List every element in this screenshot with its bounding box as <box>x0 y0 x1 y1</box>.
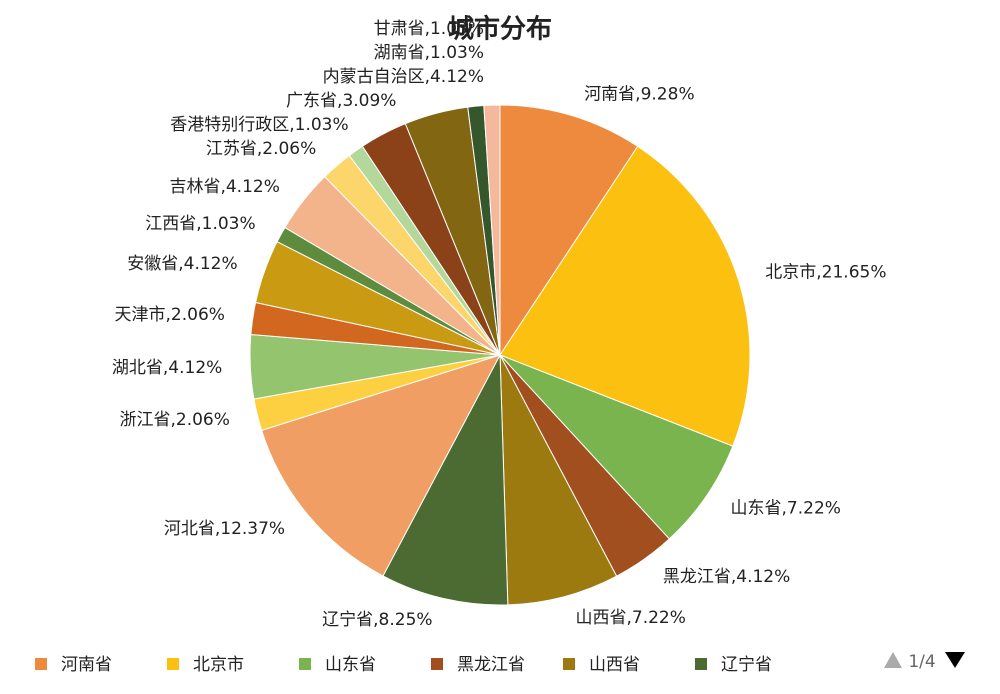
data-label: 黑龙江省,4.12% <box>663 567 790 587</box>
data-label: 湖北省,4.12% <box>112 358 222 378</box>
data-label: 内蒙古自治区,4.12% <box>323 67 484 87</box>
pie-slice <box>483 104 501 356</box>
data-label: 河南省,9.28% <box>584 84 694 104</box>
data-label: 北京市,21.65% <box>765 263 886 283</box>
legend-marker <box>35 658 47 670</box>
data-label: 河北省,12.37% <box>164 519 285 539</box>
data-label: 广东省,3.09% <box>286 91 396 111</box>
legend-page: 1/4 <box>908 652 935 672</box>
data-label: 江西省,1.03% <box>145 214 255 234</box>
data-label: 山东省,7.22% <box>731 499 841 519</box>
pie-slice <box>499 354 734 540</box>
legend-marker <box>695 658 707 670</box>
legend-next[interactable] <box>945 652 965 668</box>
legend-label[interactable]: 山西省 <box>589 655 640 675</box>
legend-marker <box>563 658 575 670</box>
data-label: 安徽省,4.12% <box>127 254 237 274</box>
legend-marker <box>167 658 179 670</box>
pie-slice <box>382 353 509 606</box>
legend-marker <box>299 658 311 670</box>
chart-title: 城市分布 <box>448 14 552 45</box>
legend-label[interactable]: 黑龙江省 <box>457 655 525 675</box>
data-label: 浙江省,2.06% <box>119 410 229 430</box>
pie-slice <box>499 104 639 357</box>
legend-prev[interactable] <box>884 652 902 668</box>
data-label: 辽宁省,8.25% <box>322 610 432 630</box>
data-label: 甘肃省,1.03% <box>374 19 484 39</box>
legend-label[interactable]: 辽宁省 <box>721 655 772 675</box>
legend-label[interactable]: 北京市 <box>193 655 244 675</box>
legend-label[interactable]: 河南省 <box>61 655 112 675</box>
legend-label[interactable]: 山东省 <box>325 655 376 675</box>
data-label: 江苏省,2.06% <box>206 139 316 159</box>
data-label: 吉林省,4.12% <box>169 177 279 197</box>
pie-slice <box>261 354 502 577</box>
data-label: 香港特别行政区,1.03% <box>170 115 348 135</box>
data-label: 湖南省,1.03% <box>374 43 484 63</box>
pie-slice <box>499 145 751 447</box>
legend-marker <box>431 658 443 670</box>
pie-slice <box>499 354 618 606</box>
data-label: 山西省,7.22% <box>575 608 685 628</box>
data-label: 天津市,2.06% <box>115 305 225 325</box>
